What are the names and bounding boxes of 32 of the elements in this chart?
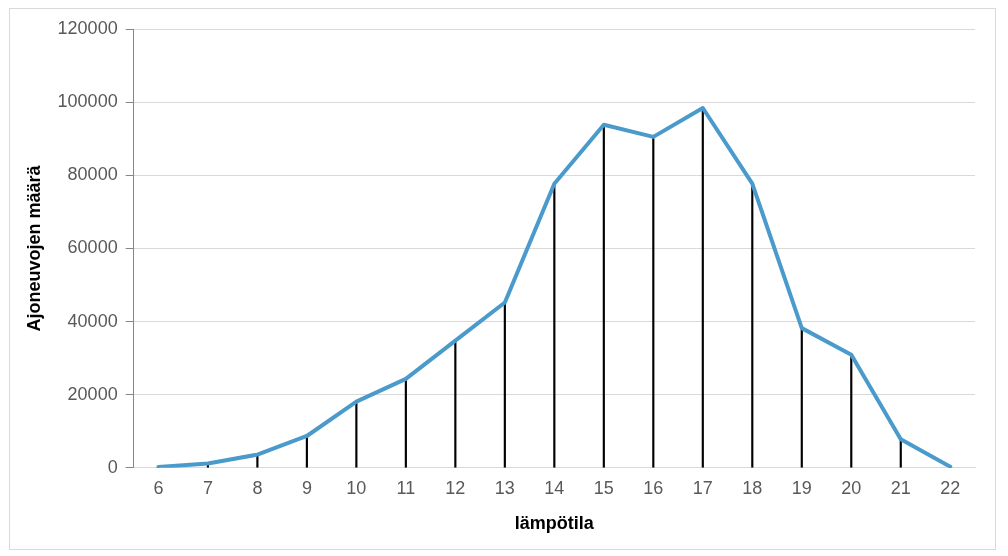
x-tick-label: 7: [202, 477, 213, 498]
y-tick-label: 60000: [67, 237, 118, 258]
y-tick-label: 100000: [57, 91, 118, 112]
x-tick-label: 13: [494, 477, 515, 498]
x-tick-label: 17: [692, 477, 713, 498]
y-tick-label: 20000: [67, 383, 118, 404]
bar: [652, 136, 655, 468]
x-tick-label: 18: [742, 477, 763, 498]
x-tick-label: 21: [890, 477, 911, 498]
x-tick-label: 22: [940, 477, 961, 498]
bar: [404, 378, 407, 468]
x-tick-label: 8: [252, 477, 263, 498]
x-tick-label: 14: [544, 477, 565, 498]
y-tick-label: 0: [107, 456, 118, 477]
x-tick-label: 12: [445, 477, 466, 498]
x-tick-label: 15: [593, 477, 614, 498]
x-tick-label: 6: [153, 477, 164, 498]
bar: [800, 327, 803, 468]
x-tick-label: 19: [791, 477, 812, 498]
x-tick-label: 10: [346, 477, 367, 498]
x-tick-label: 9: [301, 477, 312, 498]
x-tick-label: 16: [643, 477, 664, 498]
bar: [602, 124, 605, 468]
x-tick-label: 20: [841, 477, 862, 498]
y-tick-label: 80000: [67, 164, 118, 185]
bar: [503, 302, 506, 468]
y-tick-label: 40000: [67, 310, 118, 331]
y-tick-label: 120000: [57, 17, 118, 38]
bar: [454, 340, 457, 468]
y-axis-title: Ajoneuvojen määrä: [23, 164, 44, 332]
x-axis-title: lämpötila: [514, 513, 595, 534]
x-tick-label: 11: [396, 477, 416, 498]
